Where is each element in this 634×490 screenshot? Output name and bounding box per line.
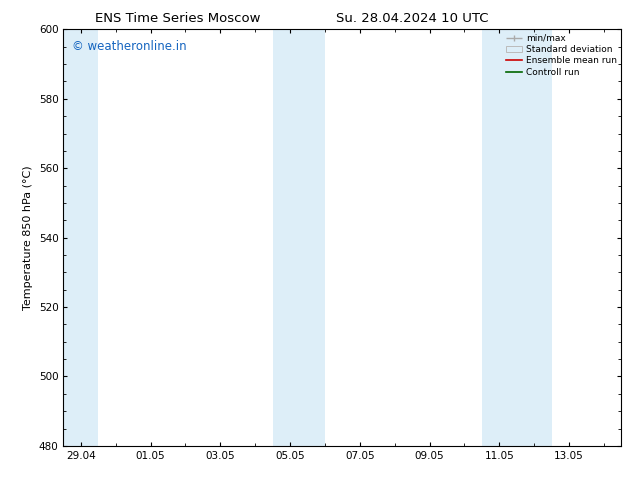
Bar: [482, 29, 552, 446]
Legend: min/max, Standard deviation, Ensemble mean run, Controll run: min/max, Standard deviation, Ensemble me…: [504, 32, 619, 78]
Text: © weatheronline.in: © weatheronline.in: [72, 40, 186, 53]
Bar: [273, 29, 325, 446]
Y-axis label: Temperature 850 hPa (°C): Temperature 850 hPa (°C): [23, 165, 33, 310]
Bar: [63, 29, 98, 446]
Text: ENS Time Series Moscow: ENS Time Series Moscow: [94, 12, 261, 25]
Text: Su. 28.04.2024 10 UTC: Su. 28.04.2024 10 UTC: [336, 12, 488, 25]
